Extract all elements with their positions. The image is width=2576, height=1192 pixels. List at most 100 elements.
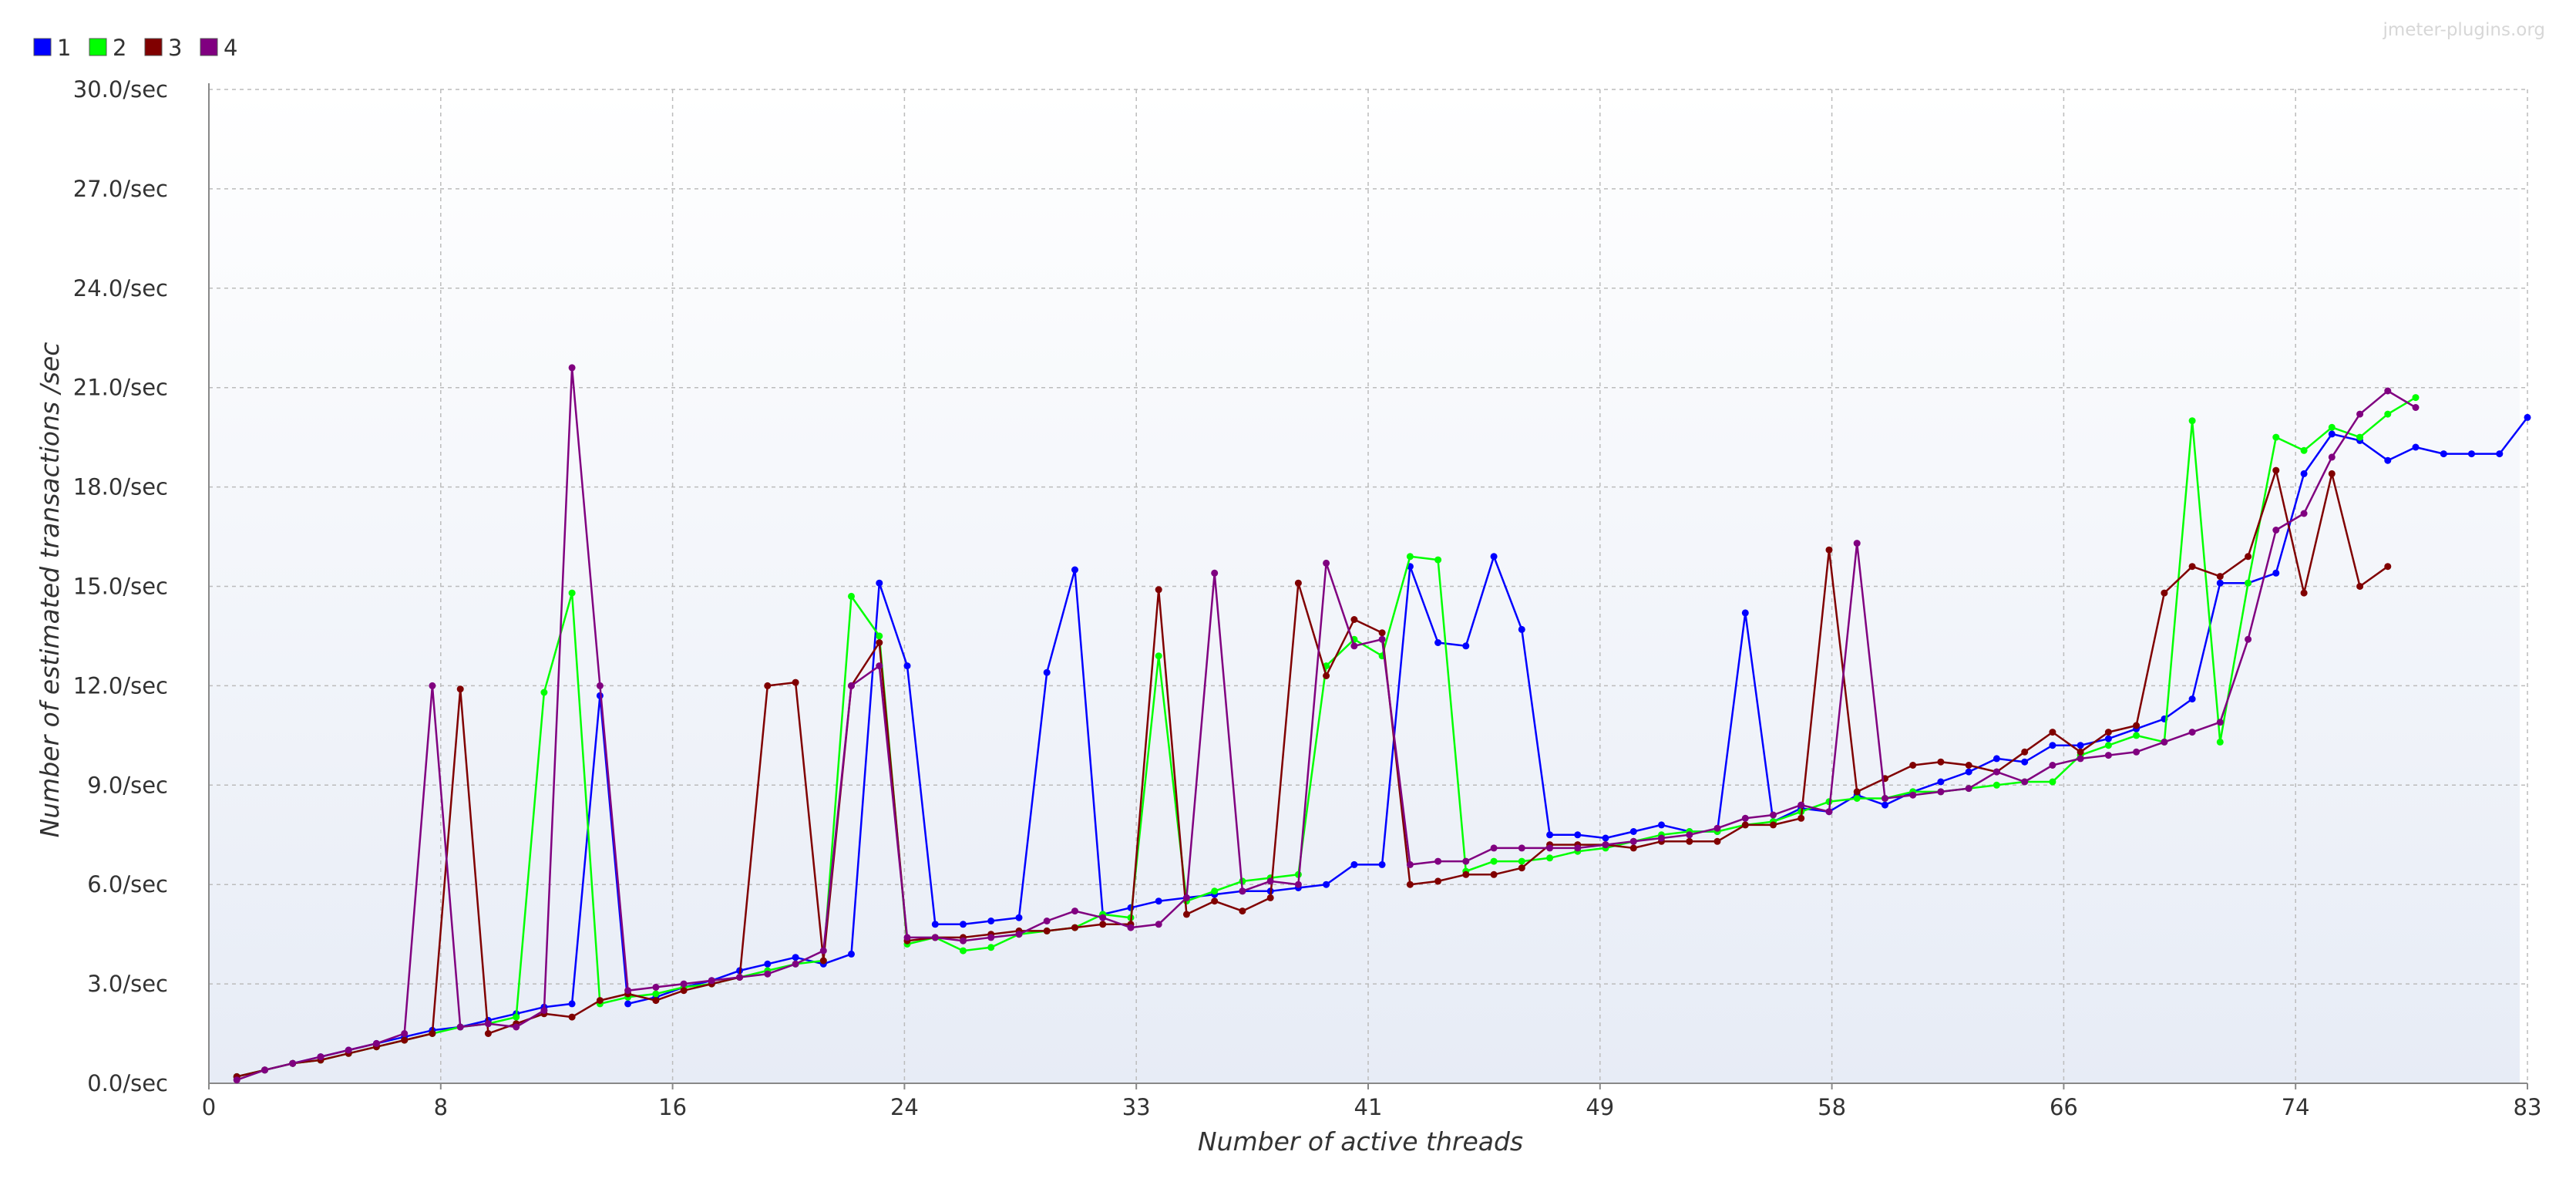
data-point xyxy=(2356,410,2364,418)
watermark-text: jmeter-plugins.org xyxy=(2382,20,2545,40)
data-point xyxy=(1602,841,1609,849)
y-axis-title: Number of estimated transactions /sec xyxy=(35,342,65,838)
data-point xyxy=(1741,821,1749,829)
data-point xyxy=(680,987,688,995)
data-point xyxy=(1462,642,1470,650)
data-point xyxy=(540,689,548,696)
data-point xyxy=(2188,695,2196,703)
data-point xyxy=(624,987,632,995)
data-point xyxy=(848,682,855,689)
data-point xyxy=(2216,719,2224,726)
data-point xyxy=(1378,860,1386,868)
data-point xyxy=(1406,860,1414,868)
data-point xyxy=(987,934,995,941)
data-point xyxy=(2300,470,2308,477)
data-point xyxy=(1993,781,2000,789)
x-tick-label: 16 xyxy=(658,1094,687,1120)
data-point xyxy=(2077,748,2084,756)
data-point xyxy=(2384,563,2392,571)
data-point xyxy=(1071,907,1078,915)
data-point xyxy=(2161,589,2168,597)
data-point xyxy=(960,947,967,955)
data-point xyxy=(2021,748,2029,756)
legend-item-2: 2 xyxy=(89,35,126,61)
data-point xyxy=(960,921,967,928)
data-point xyxy=(2328,453,2336,461)
data-point xyxy=(1518,844,1525,852)
legend-label: 3 xyxy=(168,35,182,61)
data-point xyxy=(1099,914,1107,921)
data-point xyxy=(2272,433,2280,441)
data-point xyxy=(876,662,883,670)
data-point xyxy=(1434,877,1442,885)
data-point xyxy=(2049,742,2056,749)
data-point xyxy=(1127,924,1135,931)
data-point xyxy=(456,1023,464,1031)
data-point xyxy=(1266,894,1274,901)
data-point xyxy=(2300,446,2308,454)
series-line xyxy=(236,469,2389,1078)
data-point xyxy=(401,1036,409,1044)
x-tick-label: 83 xyxy=(2514,1094,2542,1120)
data-point xyxy=(2104,729,2112,736)
series-layer xyxy=(233,364,2531,1084)
data-point xyxy=(2272,527,2280,534)
data-point xyxy=(792,954,799,961)
data-point xyxy=(876,639,883,646)
data-point xyxy=(876,632,883,640)
data-point xyxy=(1741,814,1749,822)
x-tick-label: 24 xyxy=(890,1094,919,1120)
x-axis-title: Number of active threads xyxy=(1198,1126,1523,1157)
data-point xyxy=(1993,768,2000,776)
data-point xyxy=(1043,668,1051,676)
data-point xyxy=(819,947,827,955)
legend: 1 2 3 4 xyxy=(33,35,237,61)
data-point xyxy=(903,662,911,670)
data-point xyxy=(2104,742,2112,749)
data-point xyxy=(1770,811,1777,819)
data-point xyxy=(2440,450,2447,458)
data-point xyxy=(1406,881,1414,888)
data-point xyxy=(2216,738,2224,746)
data-point xyxy=(1211,897,1219,905)
data-point xyxy=(2496,450,2504,458)
data-point xyxy=(2216,573,2224,581)
series-4 xyxy=(233,364,2420,1084)
data-point xyxy=(2245,579,2252,587)
data-point xyxy=(1965,768,1972,776)
data-point xyxy=(1686,831,1693,839)
data-point xyxy=(652,997,660,1005)
data-point xyxy=(540,1007,548,1014)
y-tick-label: 9.0/sec xyxy=(87,772,168,798)
data-point xyxy=(2384,387,2392,395)
x-tick-label: 33 xyxy=(1122,1094,1151,1120)
data-point xyxy=(2188,417,2196,425)
data-point xyxy=(1909,791,1917,799)
data-point xyxy=(1825,546,1833,554)
data-point xyxy=(1546,831,1554,839)
data-point xyxy=(1155,897,1162,905)
x-tick-label: 49 xyxy=(1586,1094,1614,1120)
data-point xyxy=(456,685,464,693)
data-point xyxy=(1434,639,1442,646)
data-point xyxy=(931,921,939,928)
data-point xyxy=(1825,808,1833,816)
data-point xyxy=(764,960,772,968)
data-point xyxy=(1713,837,1721,845)
data-point xyxy=(2216,579,2224,587)
data-point xyxy=(568,589,576,597)
data-point xyxy=(1182,911,1190,918)
data-point xyxy=(317,1053,325,1061)
y-axis-ticks: 0.0/sec 3.0/sec 6.0/sec 9.0/sec 12.0/sec 15.0… xyxy=(73,76,168,1096)
data-point xyxy=(1294,579,1302,587)
data-point xyxy=(2384,410,2392,418)
data-point xyxy=(1294,881,1302,888)
data-point xyxy=(1629,828,1637,835)
x-tick-label: 8 xyxy=(434,1094,448,1120)
data-point xyxy=(1518,857,1525,865)
data-point xyxy=(1434,556,1442,564)
data-point xyxy=(2272,569,2280,577)
data-point xyxy=(1574,844,1582,852)
data-point xyxy=(1350,642,1358,650)
